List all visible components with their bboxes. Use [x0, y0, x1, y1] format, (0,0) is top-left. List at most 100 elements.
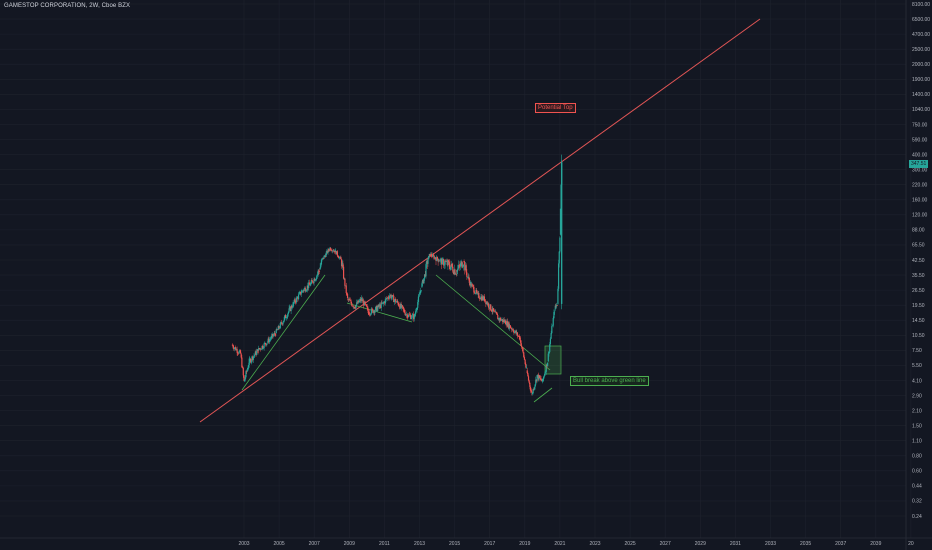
candle-body — [488, 303, 490, 308]
candle-body — [307, 285, 309, 289]
candle-body — [279, 323, 281, 328]
candle-body — [316, 275, 318, 279]
candle-body — [530, 390, 532, 392]
candle-body — [322, 257, 325, 259]
candle-body — [344, 285, 347, 287]
candle-body — [253, 355, 255, 357]
potential-top-label[interactable]: Potential Top — [535, 103, 576, 113]
candle-body — [299, 291, 301, 293]
price-tick-label: 300.00 — [912, 167, 928, 173]
candle-body — [470, 283, 472, 287]
candle-body — [478, 297, 481, 299]
price-tick-label: 400.00 — [912, 152, 928, 158]
candle-body — [362, 300, 364, 302]
candle-body — [338, 257, 341, 259]
candle-body — [554, 305, 556, 310]
trendlines — [199, 18, 761, 423]
candle-body — [286, 316, 288, 318]
candle-body — [301, 290, 303, 293]
candle-body — [322, 257, 324, 259]
candle-body — [285, 317, 287, 319]
candle-body — [388, 298, 390, 299]
candle-body — [481, 296, 483, 301]
time-tick-label: 2015 — [449, 541, 460, 547]
candle-body — [254, 354, 256, 356]
candle-body — [336, 251, 338, 255]
price-axis[interactable]: 8100.00 6500.00 4700.00 2500.00 2000.00 1900.… — [912, 2, 930, 520]
candle-body — [506, 321, 508, 326]
bull-break-label[interactable]: Bull break above green line — [570, 376, 649, 386]
candle-body — [249, 358, 251, 362]
candle-body — [363, 301, 365, 306]
candle-body — [553, 312, 555, 319]
candle-body — [401, 305, 403, 308]
candle-body — [482, 296, 484, 300]
candle-body — [310, 280, 312, 284]
candle-body — [443, 259, 445, 266]
candle-body — [382, 302, 384, 304]
candle-body — [394, 299, 396, 300]
candle-body — [437, 258, 439, 262]
candle-body — [421, 283, 423, 288]
candle-body — [438, 260, 440, 262]
candle-body — [268, 338, 270, 343]
candle-body — [238, 351, 240, 354]
candle-body — [445, 260, 448, 262]
time-tick-label: 2017 — [484, 541, 495, 547]
candle-body — [338, 257, 340, 259]
green-trendline — [533, 387, 553, 403]
candle-body — [393, 295, 395, 303]
candle-body — [298, 292, 300, 295]
price-tick-label: 88.00 — [912, 228, 925, 234]
candle-body — [384, 301, 386, 304]
candle-body — [244, 377, 246, 380]
candle-body — [327, 249, 329, 254]
candle-body — [330, 250, 332, 251]
candle-body — [361, 299, 363, 302]
candle-body — [432, 254, 434, 257]
candle-body — [516, 332, 519, 336]
candle-body — [240, 353, 242, 358]
candle-body — [239, 350, 241, 352]
candle-body — [550, 333, 552, 339]
candle-body — [334, 250, 336, 253]
candle-body — [274, 334, 277, 336]
candle-body — [439, 258, 441, 261]
candle-body — [326, 250, 328, 253]
price-tick-label: 4.10 — [912, 378, 922, 384]
time-axis[interactable]: 2003 2005 2007 2009 2011 2013 2015 2017 2019 2021… — [238, 541, 913, 547]
candle-body — [473, 286, 475, 293]
price-tick-label: 0.24 — [912, 514, 922, 520]
candle-body — [287, 313, 289, 317]
candle-body — [441, 258, 443, 265]
price-tick-label: 220.00 — [912, 183, 928, 189]
candle-body — [453, 269, 455, 274]
candle-body — [371, 308, 373, 310]
candle-body — [455, 274, 457, 275]
candle-body — [477, 292, 479, 295]
candle-body — [448, 262, 450, 267]
candle-body — [323, 255, 325, 259]
candle-body — [529, 386, 532, 391]
candle-body — [414, 314, 416, 317]
candle-body — [354, 306, 356, 309]
candle-body — [464, 262, 466, 271]
candle-body — [518, 336, 521, 340]
candle-body — [395, 301, 398, 303]
candle-body — [366, 306, 368, 308]
candle-body — [356, 302, 358, 305]
candle-body — [504, 320, 507, 325]
candle-body — [514, 330, 516, 332]
candle-body — [502, 319, 504, 322]
candle-body — [455, 274, 457, 275]
candle-body — [521, 345, 523, 348]
candle-body — [483, 296, 486, 302]
candle-body — [246, 369, 248, 372]
chart-title: GAMESTOP CORPORATION, 2W, Cboe BZX — [4, 3, 131, 9]
candle-body — [332, 250, 334, 252]
candle-body — [557, 263, 560, 289]
candle-body — [543, 376, 545, 379]
candle-body — [517, 335, 519, 337]
candle-body — [545, 364, 547, 372]
